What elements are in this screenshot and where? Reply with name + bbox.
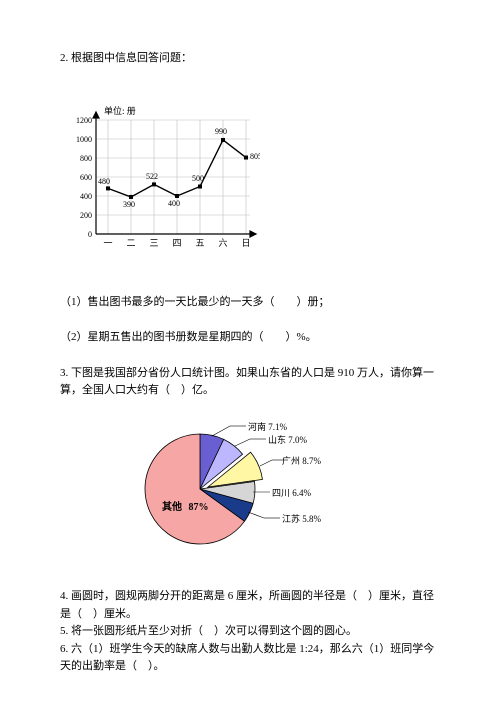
spacer bbox=[60, 311, 440, 329]
lbl-sichuan: 四川 6.4% bbox=[272, 486, 311, 499]
q2-sub2: （2）星期五售出的图书册数是星期四的（ ）%。 bbox=[60, 329, 440, 347]
lbl-shandong-name: 山东 bbox=[268, 435, 286, 445]
lbl-henan-name: 河南 bbox=[248, 422, 266, 432]
ytick-2: 400 bbox=[80, 192, 92, 201]
spacer bbox=[60, 347, 440, 365]
val-3: 400 bbox=[168, 199, 180, 208]
lbl-jiangsu: 江苏 5.8% bbox=[282, 512, 321, 525]
val-4: 500 bbox=[192, 174, 204, 183]
ytick-3: 600 bbox=[80, 173, 92, 182]
xtick-2: 三 bbox=[149, 238, 158, 248]
ytick-0: 0 bbox=[88, 230, 92, 239]
q2-sub1: （1）售出图书最多的一天比最少的一天多（ ）册； bbox=[60, 294, 440, 312]
q4-text: 4. 画圆时，圆规两脚分开的距离是 6 厘米，所画圆的半径是（ ）厘米，直径是（… bbox=[60, 588, 440, 623]
xtick-3: 四 bbox=[172, 238, 181, 248]
val-1: 390 bbox=[123, 200, 135, 209]
lbl-sc-pct: 6.4% bbox=[292, 488, 311, 498]
xtick-5: 六 bbox=[218, 237, 227, 248]
ytick-6: 1200 bbox=[76, 116, 92, 125]
lbl-gz-pct: 8.7% bbox=[302, 456, 321, 466]
lbl-shandong-pct: 7.0% bbox=[288, 435, 307, 445]
line-chart-svg: 0 200 400 600 800 1000 1200 单位: 册 一 二 三 … bbox=[60, 104, 260, 264]
page: 2. 根据图中信息回答问题： bbox=[0, 0, 500, 707]
lbl-henan: 河南 7.1% bbox=[248, 420, 287, 433]
lbl-gz-name: 广州 bbox=[282, 456, 300, 466]
val-2: 522 bbox=[146, 172, 158, 181]
spacer bbox=[60, 578, 440, 588]
val-5: 990 bbox=[215, 127, 227, 136]
chart-bg bbox=[60, 104, 260, 264]
xtick-1: 二 bbox=[126, 238, 135, 248]
val-6: 805 bbox=[250, 152, 260, 161]
q2-heading: 2. 根据图中信息回答问题： bbox=[60, 50, 440, 68]
lbl-guangzhou: 广州 8.7% bbox=[282, 454, 321, 467]
ytick-1: 200 bbox=[80, 211, 92, 220]
unit-label: 单位: 册 bbox=[104, 105, 136, 116]
spacer bbox=[60, 68, 440, 86]
pie-chart: 其他 87% 河南 7.1% 山东 7.0% 广州 8.7% 四川 6.4% 江… bbox=[120, 414, 340, 564]
xtick-0: 一 bbox=[103, 238, 112, 248]
q5-text: 5. 将一张圆形纸片至少对折（ ）次可以得到这个圆的圆心。 bbox=[60, 623, 440, 641]
lbl-henan-pct: 7.1% bbox=[268, 422, 287, 432]
xtick-6: 日 bbox=[241, 238, 250, 248]
lbl-js-name: 江苏 bbox=[282, 514, 300, 524]
ytick-5: 1000 bbox=[76, 135, 92, 144]
lbl-shandong: 山东 7.0% bbox=[268, 433, 307, 446]
ytick-4: 800 bbox=[80, 154, 92, 163]
spacer bbox=[60, 276, 440, 294]
xtick-4: 五 bbox=[195, 238, 204, 248]
other-name: 其他 bbox=[162, 500, 182, 513]
q6-text: 6. 六（1）班学生今天的缺席人数与出勤人数比是 1:24，那么六（1）班同学今… bbox=[60, 641, 440, 676]
q3-text-b: 算，全国人口大约有（ ）亿。 bbox=[60, 382, 440, 400]
lbl-sc-name: 四川 bbox=[272, 488, 290, 498]
other-pct: 87% bbox=[189, 502, 209, 513]
line-chart: 0 200 400 600 800 1000 1200 单位: 册 一 二 三 … bbox=[60, 104, 260, 264]
lbl-js-pct: 5.8% bbox=[302, 514, 321, 524]
val-0: 480 bbox=[98, 177, 110, 186]
q3-text-a: 3. 下图是我国部分省份人口统计图。如果山东省的人口是 910 万人，请你算一 bbox=[60, 365, 440, 383]
